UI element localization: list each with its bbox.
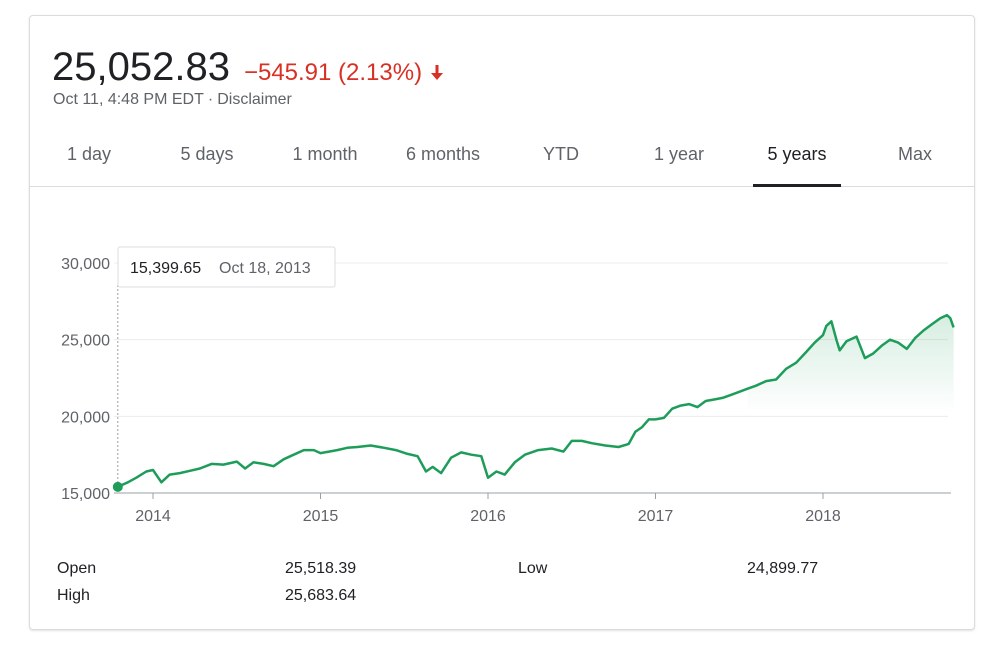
open-value: 25,518.39	[285, 560, 357, 577]
timestamp: Oct 11, 4:48 PM EDT	[53, 91, 204, 108]
disclaimer-link[interactable]: Disclaimer	[217, 91, 292, 108]
low-label: Low	[518, 560, 548, 577]
tooltip-point	[112, 481, 123, 492]
tab-1-month[interactable]: 1 month	[266, 134, 384, 186]
tooltip-box	[117, 246, 336, 288]
y-tick-label: 25,000	[61, 333, 110, 350]
y-tick-label: 20,000	[61, 409, 110, 426]
y-tick-label: 15,000	[61, 486, 110, 503]
active-tab-indicator	[753, 184, 841, 187]
y-tick-label: 30,000	[61, 256, 110, 273]
tab-6-months[interactable]: 6 months	[384, 134, 502, 186]
open-label: Open	[57, 560, 97, 577]
tab-1-day[interactable]: 1 day	[30, 134, 148, 186]
tab-label: 1 month	[292, 144, 358, 164]
separator: ·	[207, 91, 214, 108]
tab-1-year[interactable]: 1 year	[620, 134, 738, 186]
series-line	[117, 313, 955, 489]
tab-label: 1 day	[66, 144, 112, 164]
tab-label: 5 days	[180, 144, 234, 164]
tab-label: Max	[897, 144, 932, 164]
price-change: −545.91 (2.13%)	[243, 59, 423, 86]
tab-max[interactable]: Max	[856, 134, 974, 186]
price-row: 25,052.83 −545.91 (2.13%)	[52, 44, 444, 90]
tab-label: 6 months	[405, 144, 481, 164]
area-fill	[747, 315, 954, 413]
current-price: 25,052.83	[52, 45, 230, 89]
x-tick-label: 2017	[638, 508, 674, 525]
arrow-down-icon	[430, 64, 444, 82]
stock-card: 25,052.83 −545.91 (2.13%) Oct 11, 4:48 P…	[29, 15, 975, 630]
tab-ytd[interactable]: YTD	[502, 134, 620, 186]
high-label: High	[57, 587, 90, 604]
tooltip-value: 15,399.65	[130, 260, 201, 277]
low-value: 24,899.77	[747, 560, 819, 577]
tab-label: YTD	[543, 144, 579, 164]
x-tick-label: 2014	[135, 508, 171, 525]
tab-label: 1 year	[653, 144, 705, 164]
x-tick-label: 2015	[303, 508, 339, 525]
tab-label: 5 years	[767, 144, 827, 164]
tab-5-years[interactable]: 5 years	[738, 134, 856, 187]
range-tabs: 1 day 5 days 1 month 6 months YTD 1 year…	[30, 134, 974, 187]
quote-meta: Oct 11, 4:48 PM EDT · Disclaimer	[53, 91, 292, 109]
tooltip-date: Oct 18, 2013	[219, 260, 311, 277]
x-tick-label: 2016	[470, 508, 506, 525]
x-tick-label: 2018	[805, 508, 841, 525]
tab-5-days[interactable]: 5 days	[148, 134, 266, 186]
high-value: 25,683.64	[285, 587, 357, 604]
